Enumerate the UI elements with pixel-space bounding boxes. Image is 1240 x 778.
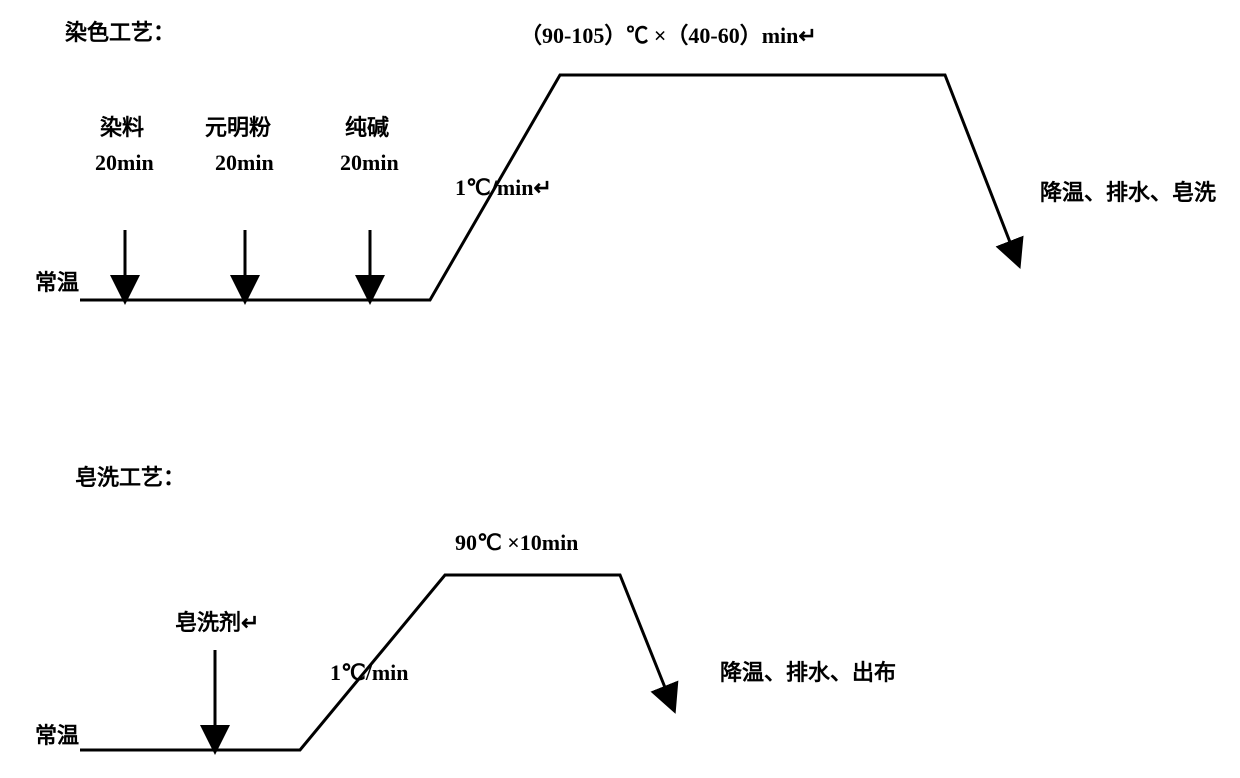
process-diagrams: 染色工艺： （90-105）℃ ×（40-60）min↵ 染料 20min 元明… (0, 0, 1240, 778)
diagram2-svg (0, 0, 1240, 778)
